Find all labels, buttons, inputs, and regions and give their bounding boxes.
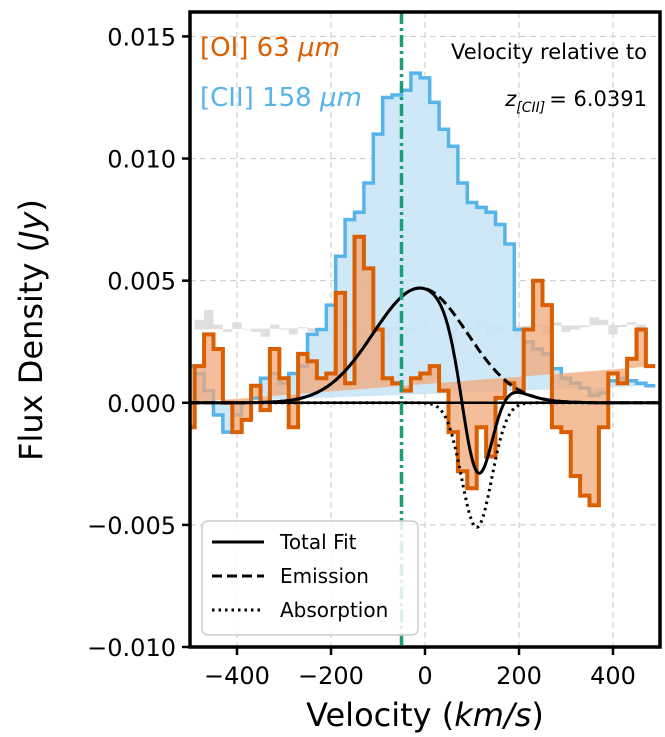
y-tick-label: 0.015 xyxy=(107,23,176,51)
x-tick-label: 200 xyxy=(496,662,542,690)
y-tick-label: 0.010 xyxy=(107,146,176,174)
axis-ticks: −400 −200 0 200 400 −0.010 −0.005 0.000 0.005 0.0… xyxy=(87,23,636,690)
x-tick-label: −400 xyxy=(204,662,270,690)
annotation-redshift: z[CII] = 6.0391 xyxy=(504,87,647,116)
x-tick-label: −200 xyxy=(298,662,364,690)
y-tick-label: −0.005 xyxy=(87,512,176,540)
series-label-oi: [OI] 63 μm xyxy=(200,33,340,63)
total-fit-line xyxy=(190,286,660,475)
oi-fill xyxy=(190,236,656,506)
y-tick-label: −0.010 xyxy=(87,634,176,662)
legend-label-emission: Emission xyxy=(280,564,369,588)
legend-label-absorption: Absorption xyxy=(280,598,388,622)
x-axis-title: Velocity (km/s) xyxy=(306,696,544,734)
x-tick-label: 0 xyxy=(417,662,432,690)
legend-label-total-fit: Total Fit xyxy=(279,530,357,554)
y-tick-label: 0.005 xyxy=(107,268,176,296)
y-tick-label: 0.000 xyxy=(107,390,176,418)
x-tick-label: 400 xyxy=(590,662,636,690)
cii-fill xyxy=(190,73,656,433)
series-label-cii: [CII] 158 μm xyxy=(200,83,362,113)
oi-spectrum-line xyxy=(190,234,656,508)
legend: Total Fit Emission Absorption xyxy=(201,520,419,636)
y-axis-title: Flux Density (Jy) xyxy=(12,199,50,461)
legend-box xyxy=(201,520,419,636)
annotation-line1: Velocity relative to xyxy=(451,40,647,64)
